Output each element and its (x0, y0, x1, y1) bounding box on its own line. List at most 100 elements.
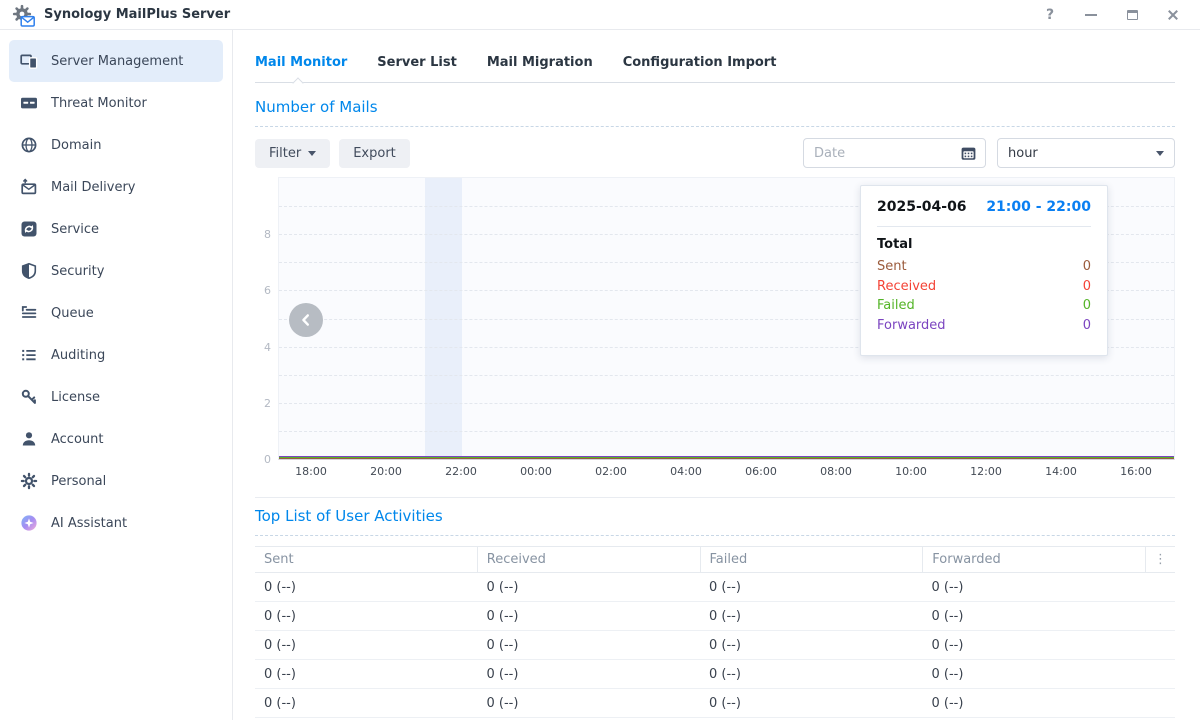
tooltip-row-forwarded: Forwarded 0 (877, 317, 1091, 333)
sidebar: Server Management Threat Monitor Domain (0, 30, 233, 720)
key-icon (20, 388, 38, 406)
chart-gridline (279, 318, 1174, 320)
series-line-failed (279, 456, 1174, 458)
column-settings-icon[interactable]: ⋮ (1145, 547, 1175, 572)
sidebar-item-mail-delivery[interactable]: Mail Delivery (9, 166, 223, 208)
sidebar-item-personal[interactable]: Personal (9, 460, 223, 502)
date-placeholder: Date (814, 145, 846, 161)
sidebar-item-label: Queue (51, 305, 94, 321)
close-icon[interactable] (1166, 8, 1180, 22)
series-line-received (279, 457, 1174, 459)
section-title-number-of-mails: Number of Mails (255, 98, 378, 116)
section-separator (255, 126, 1175, 127)
tooltip-date: 2025-04-06 (877, 199, 967, 215)
chart-gridline (279, 430, 1174, 432)
ai-sparkle-icon (20, 514, 38, 532)
chevron-down-icon (1156, 150, 1164, 160)
y-tick-label: 8 (264, 228, 271, 242)
table-row[interactable]: 0 (--) 0 (--) 0 (--) 0 (--) (255, 631, 1175, 660)
sidebar-item-threat-monitor[interactable]: Threat Monitor (9, 82, 223, 124)
mail-send-icon (20, 178, 38, 196)
tooltip-row-failed: Failed 0 (877, 298, 1091, 313)
sidebar-item-label: AI Assistant (51, 515, 128, 531)
sidebar-item-account[interactable]: Account (9, 418, 223, 460)
tab-configuration-import[interactable]: Configuration Import (622, 54, 777, 70)
chart-previous-button[interactable] (289, 303, 323, 337)
sidebar-item-service[interactable]: Service (9, 208, 223, 250)
tooltip-row-received: Received 0 (877, 278, 1091, 294)
sidebar-item-server-management[interactable]: Server Management (9, 40, 223, 82)
x-tick-label: 20:00 (370, 465, 402, 478)
sidebar-item-label: Threat Monitor (51, 95, 147, 111)
sidebar-item-ai-assistant[interactable]: AI Assistant (9, 502, 223, 544)
y-tick-label: 2 (264, 396, 271, 410)
chart-tooltip: 2025-04-06 21:00 - 22:00 Total Sent 0 Re… (860, 185, 1108, 356)
sidebar-item-label: License (51, 389, 101, 405)
chart-gridline (279, 374, 1174, 376)
x-tick-label: 16:00 (1120, 465, 1152, 478)
column-header-received[interactable]: Received (476, 547, 700, 572)
sidebar-item-license[interactable]: License (9, 376, 223, 418)
sidebar-item-label: Domain (51, 137, 102, 153)
series-line-forwarded (279, 455, 1174, 457)
table-row[interactable]: 0 (--) 0 (--) 0 (--) 0 (--) (255, 573, 1175, 602)
help-icon[interactable]: ? (1045, 6, 1055, 23)
sidebar-item-domain[interactable]: Domain (9, 124, 223, 166)
x-tick-label: 06:00 (745, 465, 777, 478)
threat-monitor-icon (20, 94, 38, 112)
chart-toolbar: Filter Export Date (255, 138, 1175, 168)
chart-y-axis: 0 2 4 6 8 (255, 177, 274, 466)
tab-mail-monitor[interactable]: Mail Monitor (255, 54, 348, 70)
sidebar-item-label: Security (51, 263, 105, 279)
tab-mail-migration[interactable]: Mail Migration (486, 54, 593, 70)
x-tick-label: 22:00 (445, 465, 477, 478)
tab-server-list[interactable]: Server List (377, 54, 457, 70)
sidebar-item-label: Mail Delivery (51, 179, 136, 195)
tooltip-row-sent: Sent 0 (877, 259, 1091, 274)
globe-icon (20, 136, 38, 154)
column-header-failed[interactable]: Failed (699, 547, 923, 572)
export-button[interactable]: Export (339, 138, 410, 168)
x-tick-label: 04:00 (670, 465, 702, 478)
y-tick-label: 6 (264, 284, 271, 298)
table-row[interactable]: 0 (--) 0 (--) 0 (--) 0 (--) (255, 689, 1175, 718)
table-row[interactable]: 0 (--) 0 (--) 0 (--) 0 (--) (255, 602, 1175, 631)
column-header-sent[interactable]: Sent (264, 552, 294, 567)
tab-bar: Mail Monitor Server List Mail Migration … (255, 42, 1175, 89)
chevron-left-icon (302, 314, 309, 326)
x-tick-label: 18:00 (295, 465, 327, 478)
tooltip-time-range: 21:00 - 22:00 (986, 199, 1091, 215)
column-header-forwarded[interactable]: Forwarded (922, 547, 1145, 572)
y-tick-label: 0 (264, 453, 271, 466)
sidebar-item-auditing[interactable]: Auditing (9, 334, 223, 376)
minimize-icon[interactable] (1084, 8, 1098, 22)
app-title: Synology MailPlus Server (44, 7, 231, 22)
date-input[interactable]: Date (803, 138, 986, 168)
titlebar: Synology MailPlus Server ? (0, 0, 1200, 30)
chart-gridline (279, 290, 1174, 292)
gear-icon (20, 472, 38, 490)
audit-list-icon (20, 346, 38, 364)
interval-select[interactable]: hour (997, 138, 1175, 168)
sidebar-item-queue[interactable]: Queue (9, 292, 223, 334)
main-content: Mail Monitor Server List Mail Migration … (233, 30, 1200, 720)
filter-button[interactable]: Filter (255, 138, 331, 168)
mail-chart: 0 2 4 6 8 18:00 20:00 22:00 00:00 02:00 04:00 06:0… (255, 177, 1175, 485)
interval-value: hour (1008, 145, 1038, 161)
server-management-icon (20, 52, 38, 70)
chart-gridline (279, 402, 1174, 404)
calendar-icon[interactable] (960, 145, 977, 162)
table-row[interactable]: 0 (--) 0 (--) 0 (--) 0 (--) (255, 660, 1175, 689)
sidebar-item-label: Auditing (51, 347, 106, 363)
sidebar-item-label: Server Management (51, 53, 184, 69)
sidebar-item-security[interactable]: Security (9, 250, 223, 292)
queue-list-icon (20, 304, 38, 322)
sidebar-item-label: Personal (51, 473, 107, 489)
sidebar-item-label: Account (51, 431, 104, 447)
maximize-icon[interactable] (1125, 8, 1139, 22)
chart-gridline (279, 234, 1174, 236)
chart-x-axis: 18:00 20:00 22:00 00:00 02:00 04:00 06:00 08:00… (278, 465, 1175, 485)
user-icon (20, 430, 38, 448)
x-tick-label: 12:00 (970, 465, 1002, 478)
x-tick-label: 08:00 (820, 465, 852, 478)
